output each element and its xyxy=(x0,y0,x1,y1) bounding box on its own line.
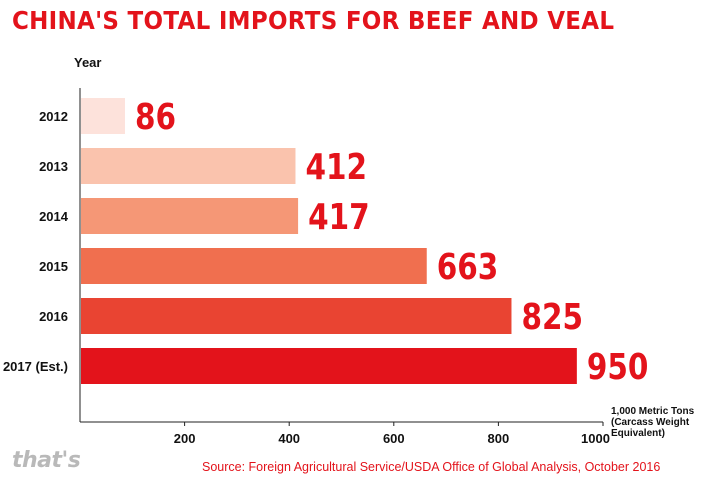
brand-logo: that's xyxy=(12,448,81,473)
category-label: 2014 xyxy=(39,209,69,224)
category-label: 2016 xyxy=(39,309,68,324)
bar-2016 xyxy=(81,298,512,334)
bar-2017 (Est.) xyxy=(81,348,577,384)
x-tick-label: 400 xyxy=(278,431,300,446)
value-label: 417 xyxy=(308,195,370,238)
x-axis-label: 1,000 Metric Tons (Carcass Weight Equivale… xyxy=(611,406,695,439)
bar-2012 xyxy=(81,98,125,134)
chart-title: CHINA'S TOTAL IMPORTS FOR BEEF AND VEAL xyxy=(12,6,615,35)
value-label: 663 xyxy=(437,245,499,288)
x-tick-label: 600 xyxy=(383,431,405,446)
category-label: 2013 xyxy=(39,159,68,174)
value-label: 950 xyxy=(587,345,649,388)
category-label: 2015 xyxy=(39,259,68,274)
x-tick-label: 200 xyxy=(174,431,196,446)
category-label: 2012 xyxy=(39,109,68,124)
category-label: 2017 (Est.) xyxy=(3,359,68,374)
y-axis-label: Year xyxy=(74,55,101,70)
value-label: 825 xyxy=(521,295,583,338)
x-tick-label: 800 xyxy=(488,431,510,446)
bar-2013 xyxy=(81,148,296,184)
bar-2014 xyxy=(81,198,299,234)
x-tick-label: 1000 xyxy=(581,431,610,446)
value-label: 86 xyxy=(135,95,176,138)
source-note: Source: Foreign Agricultural Service/USD… xyxy=(202,460,661,474)
bar-2015 xyxy=(81,248,427,284)
value-label: 412 xyxy=(305,145,367,188)
